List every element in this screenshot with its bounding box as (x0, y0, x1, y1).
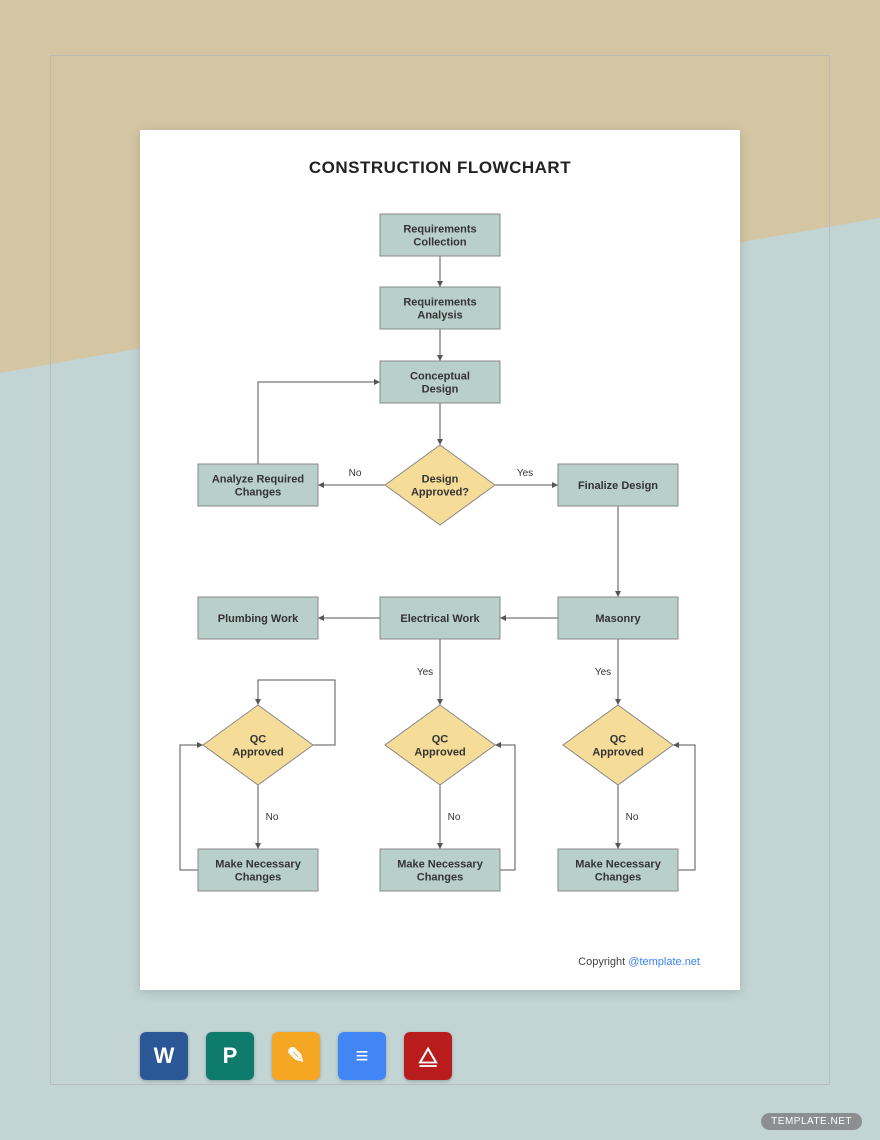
watermark-badge: TEMPLATE.NET (761, 1113, 862, 1130)
flowchart-edge (258, 382, 380, 464)
node-label: Collection (413, 237, 466, 249)
edge-label: No (448, 812, 461, 823)
pdf-format-icon[interactable]: ⧋ (404, 1032, 452, 1080)
node-label: Masonry (595, 613, 641, 625)
node-label: Approved? (411, 487, 469, 499)
node-label: QC (610, 734, 627, 746)
flowchart-canvas: NoYesYesYesNoNoNoRequirementsCollectionR… (140, 190, 740, 950)
node-label: QC (250, 734, 267, 746)
node-label: Changes (595, 872, 641, 884)
edge-label: Yes (417, 667, 433, 678)
publisher-format-icon[interactable]: P (206, 1032, 254, 1080)
pages-format-icon[interactable]: ✎ (272, 1032, 320, 1080)
gdocs-format-icon[interactable]: ≡ (338, 1032, 386, 1080)
word-format-icon[interactable]: W (140, 1032, 188, 1080)
node-label: Analyze Required (212, 474, 304, 486)
edge-label: Yes (517, 468, 533, 479)
node-label: Make Necessary (215, 859, 302, 871)
node-label: Analysis (417, 310, 462, 322)
node-label: Make Necessary (575, 859, 662, 871)
edge-label: Yes (595, 667, 611, 678)
copyright-prefix: Copyright (578, 956, 628, 968)
node-label: Approved (592, 747, 643, 759)
node-label: Changes (235, 872, 281, 884)
node-label: Electrical Work (400, 613, 480, 625)
node-label: Design (422, 474, 459, 486)
document-page: CONSTRUCTION FLOWCHART No Yes Yes Yes No No No… (140, 130, 740, 990)
copyright-text: Copyright @template.net (578, 956, 700, 968)
node-label: Approved (232, 747, 283, 759)
node-label: Make Necessary (397, 859, 484, 871)
node-label: Changes (417, 872, 463, 884)
page-title: CONSTRUCTION FLOWCHART (140, 158, 740, 178)
node-label: Finalize Design (578, 480, 658, 492)
edge-label: No (626, 812, 639, 823)
node-label: Plumbing Work (218, 613, 299, 625)
node-label: Conceptual (410, 371, 470, 383)
node-label: Approved (414, 747, 465, 759)
edge-label: No (349, 468, 362, 479)
edge-label: No (266, 812, 279, 823)
node-label: Requirements (403, 224, 476, 236)
node-label: Design (422, 384, 459, 396)
node-label: QC (432, 734, 449, 746)
node-label: Requirements (403, 297, 476, 309)
copyright-link[interactable]: @template.net (628, 956, 700, 968)
format-icons-row: WP ✎ ≡ ⧋ (140, 1032, 452, 1080)
node-label: Changes (235, 487, 281, 499)
